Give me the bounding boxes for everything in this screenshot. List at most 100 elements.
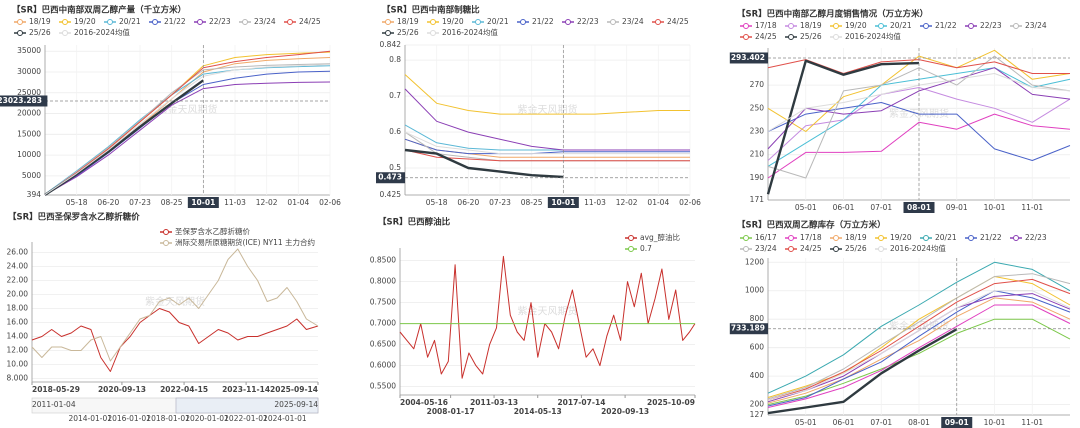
legend-marker <box>430 19 436 25</box>
x-tick-label: 12-02 <box>256 198 278 207</box>
x-tick-label: 2023-11-14 <box>222 385 270 394</box>
legend-label: 24/25 <box>667 17 689 26</box>
y-tick-label: 0.5500 <box>370 382 396 391</box>
crosshair-y-label: 293.402 <box>731 53 765 62</box>
y-tick-label: 10.00 <box>7 360 29 369</box>
series-line <box>404 131 690 155</box>
chart-title: 【SR】巴西双周乙醇库存（万立方米） <box>737 220 886 231</box>
crosshair-x-box <box>547 197 579 208</box>
legend-label: 16/17 <box>755 233 777 242</box>
x-tick-label: 05-01 <box>795 203 817 212</box>
legend-marker <box>968 235 974 241</box>
legend-label: 25/26 <box>397 28 419 37</box>
crosshair-y-label: 0.473 <box>378 173 402 182</box>
legend-label: 24/25 <box>299 17 321 26</box>
legend-marker <box>430 30 436 36</box>
legend-marker <box>743 235 749 241</box>
crosshair-y-box <box>0 95 48 107</box>
y-tick-label: 230 <box>750 127 765 136</box>
crosshair-y-box <box>729 323 768 335</box>
y-tick-label: 0.5 <box>389 163 401 172</box>
x-tick-label: 2025-10-09 <box>647 398 695 407</box>
series-line <box>767 273 1071 400</box>
x-tick-label: 02-06 <box>319 198 341 207</box>
legend-marker <box>878 23 884 29</box>
legend-marker <box>385 19 391 25</box>
x-tick-label: 07-23 <box>129 198 151 207</box>
legend-marker <box>923 235 929 241</box>
legend-marker <box>1013 235 1019 241</box>
legend-marker <box>878 235 884 241</box>
chart-title: 【SR】巴西醇油比 <box>378 217 451 228</box>
series-line <box>404 124 690 151</box>
legend-label: 圣保罗含水乙醇折糖价 <box>175 226 250 236</box>
series-line <box>404 131 690 162</box>
y-tick-label: 0.6000 <box>370 361 396 370</box>
x-tick-label: 10-01 <box>984 203 1006 212</box>
y-tick-label: 26.00 <box>7 248 29 257</box>
series-line <box>44 64 331 196</box>
series-line <box>399 255 696 379</box>
y-tick-label: 0.6500 <box>370 340 396 349</box>
legend-marker <box>968 23 974 29</box>
y-tick-label: 20000 <box>17 109 41 118</box>
y-tick-label: 0.425 <box>380 190 402 199</box>
legend-label: 24/25 <box>800 244 822 253</box>
y-tick-label: 35000 <box>17 46 41 55</box>
y-tick-label: 200 <box>750 400 765 409</box>
x-tick-label: 2020-09-13 <box>98 385 146 394</box>
legend-marker <box>788 23 794 29</box>
series-line <box>404 74 690 115</box>
x-tick-label: 07-01 <box>870 418 892 427</box>
legend-marker <box>62 19 68 25</box>
legend-marker <box>743 34 749 40</box>
legend-marker <box>163 240 169 246</box>
x-tick-label: 07-23 <box>489 198 511 207</box>
crosshair-x-label: 09-01 <box>945 418 969 427</box>
legend-label: 19/20 <box>890 233 912 242</box>
y-tick-label: 0.6 <box>389 127 401 136</box>
series-line <box>44 65 331 195</box>
legend-marker <box>1013 23 1019 29</box>
legend-label: 25/26 <box>845 244 867 253</box>
y-tick-label: 5000 <box>22 171 41 180</box>
x-tick-label: 10-01 <box>984 418 1006 427</box>
x-tick-label: 08-01 <box>908 418 930 427</box>
y-tick-label: 800 <box>750 314 765 323</box>
y-tick-label: 14.00 <box>7 332 29 341</box>
legend-label: 19/20 <box>845 21 867 30</box>
x-tick-label: 2020-09-13 <box>601 407 649 416</box>
legend-marker <box>833 34 839 40</box>
crosshair-x-box <box>187 197 219 208</box>
legend-label: 2016-2024均值 <box>442 27 498 37</box>
y-tick-label: 12.00 <box>7 346 29 355</box>
legend-label: 20/21 <box>890 21 912 30</box>
y-tick-label: 8.000 <box>7 374 29 383</box>
crosshair-x-label: 08-01 <box>907 203 931 212</box>
y-tick-label: 0.842 <box>380 40 402 49</box>
legend-label: 25/26 <box>29 28 51 37</box>
series-line <box>767 261 1071 394</box>
legend-marker <box>833 246 839 252</box>
y-tick-label: 1000 <box>745 286 764 295</box>
legend-marker <box>287 19 293 25</box>
crosshair-y-box <box>376 172 405 184</box>
y-tick-label: 171 <box>750 195 765 204</box>
x-tick-label: 2008-01-17 <box>427 407 475 416</box>
navigator-tick-label: 2016-01-01 <box>107 414 151 423</box>
legend-label: 21/22 <box>532 17 554 26</box>
y-tick-label: 0.7500 <box>370 298 396 307</box>
x-tick-label: 01-04 <box>287 198 309 207</box>
y-tick-label: 16.00 <box>7 318 29 327</box>
legend-marker <box>610 19 616 25</box>
series-line <box>767 290 1071 407</box>
legend-label: 18/19 <box>29 17 51 26</box>
x-tick-label: 2018-05-29 <box>32 385 80 394</box>
series-line <box>767 87 1071 161</box>
x-tick-label: 2011-03-13 <box>470 398 518 407</box>
legend-label: 21/22 <box>980 233 1002 242</box>
y-tick-label: 1200 <box>745 257 764 266</box>
x-tick-label: 2025-09-14 <box>270 385 318 394</box>
y-tick-label: 0.7000 <box>370 319 396 328</box>
x-tick-label: 01-04 <box>647 198 669 207</box>
